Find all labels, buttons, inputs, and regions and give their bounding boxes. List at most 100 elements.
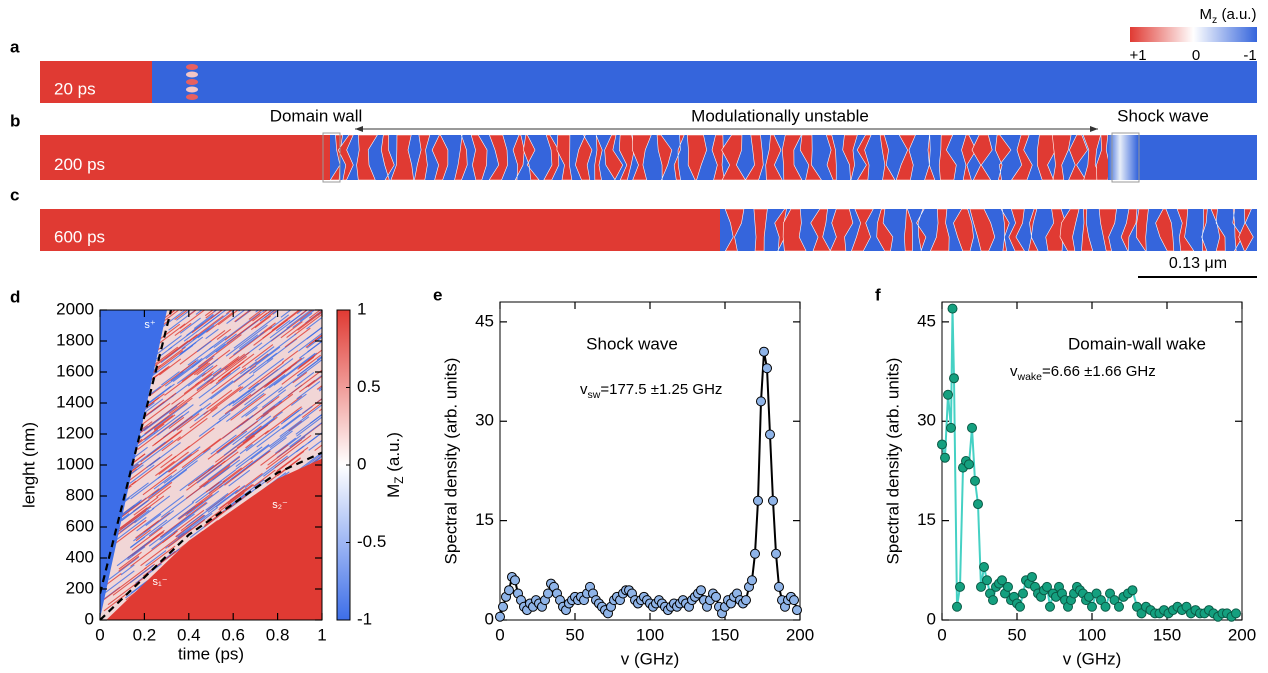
texture (153, 402, 188, 429)
texture (144, 397, 193, 435)
texture (116, 540, 151, 567)
domain (1052, 135, 1072, 180)
texture (237, 374, 255, 387)
domain (575, 135, 593, 180)
texture (289, 421, 322, 448)
texture (176, 355, 215, 384)
domain (1201, 209, 1208, 251)
texture (249, 353, 269, 369)
texture (156, 485, 172, 498)
texture (180, 310, 183, 312)
texture (296, 416, 322, 437)
texture (203, 386, 242, 416)
texture (188, 315, 224, 343)
colorbar-label: MZ (a.u.) (384, 432, 406, 498)
snapshot (40, 209, 1257, 251)
y-tick-label: 1200 (56, 423, 94, 442)
texture (198, 419, 222, 437)
point (1231, 608, 1241, 619)
x-tick-label: 200 (1228, 625, 1256, 644)
point (1127, 585, 1138, 596)
texture (187, 345, 214, 366)
texture (292, 312, 313, 329)
texture (188, 310, 197, 316)
domain (488, 135, 508, 180)
texture (235, 444, 270, 470)
point (1042, 581, 1052, 592)
texture (193, 362, 211, 376)
texture (276, 447, 309, 472)
y-tick-label: 0 (927, 609, 936, 628)
texture (215, 372, 231, 385)
texture (172, 402, 212, 432)
texture (265, 434, 312, 470)
texture (268, 416, 310, 448)
texture (207, 489, 239, 513)
texture (100, 570, 135, 597)
domain (656, 135, 673, 180)
texture (177, 417, 208, 442)
texture (296, 358, 320, 377)
texture (307, 340, 322, 353)
texture (252, 357, 274, 374)
texture (201, 364, 218, 377)
point (750, 548, 760, 559)
x-tick-label: 0 (495, 625, 504, 644)
texture (224, 394, 252, 415)
x-tick-label: 100 (636, 625, 664, 644)
red-domain (40, 209, 720, 251)
x-tick-label: 0.2 (133, 625, 157, 644)
texture (207, 492, 245, 521)
texture (167, 519, 206, 548)
x-tick-label: 150 (1153, 625, 1181, 644)
texture (259, 310, 276, 322)
texture (133, 510, 175, 542)
texture (203, 314, 220, 327)
texture (177, 506, 219, 538)
texture (306, 316, 322, 330)
blob (186, 64, 198, 70)
texture (203, 367, 222, 382)
texture (269, 312, 304, 339)
texture (140, 532, 185, 567)
colorbar-tick-label: 1 (357, 299, 366, 318)
texture (145, 550, 167, 567)
texture (168, 322, 204, 350)
texture (103, 593, 128, 612)
point (988, 595, 998, 606)
texture (271, 310, 301, 331)
texture (225, 310, 233, 315)
texture (217, 310, 239, 326)
domain (337, 135, 354, 180)
texture (204, 310, 214, 317)
texture (249, 352, 278, 375)
texture (216, 420, 259, 453)
point (1114, 601, 1124, 612)
blob (186, 71, 198, 78)
texture (181, 327, 210, 350)
texture (155, 460, 175, 477)
texture (176, 413, 200, 431)
texture (240, 361, 258, 375)
texture (254, 315, 272, 329)
subscript: z (1212, 14, 1217, 26)
red-domain (40, 61, 152, 103)
texture (262, 310, 266, 313)
texture (134, 507, 155, 524)
texture (264, 406, 302, 435)
texture (168, 416, 185, 430)
texture (298, 332, 322, 352)
texture (191, 333, 237, 369)
texture (179, 310, 206, 329)
texture (245, 425, 280, 452)
texture (274, 437, 297, 454)
shock (1108, 135, 1138, 180)
texture (245, 406, 258, 417)
texture (211, 400, 235, 418)
texture (135, 563, 162, 584)
texture (192, 312, 230, 341)
y-axis-label: Spectral density (arb. units) (883, 358, 902, 565)
texture (258, 326, 291, 351)
texture (219, 489, 245, 509)
